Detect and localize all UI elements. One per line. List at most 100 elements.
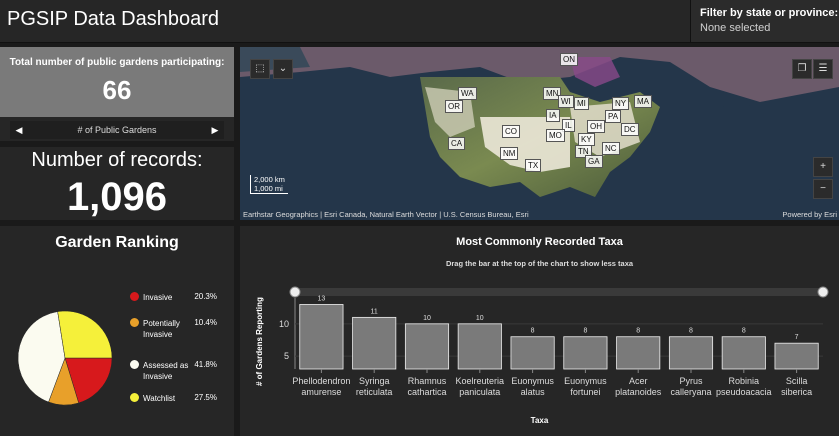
layer-list-icon[interactable]: ☰: [813, 59, 833, 79]
bar-data-label: 10: [476, 315, 484, 322]
legend-label: Potentially Invasive: [143, 319, 180, 339]
map-label-nm: NM: [500, 147, 519, 160]
x-tick-label: Euonymus: [564, 376, 607, 386]
map-label-oh: OH: [587, 120, 605, 133]
prev-arrow-icon[interactable]: ◀: [15, 125, 23, 135]
bar-data-label: 10: [423, 315, 431, 322]
bar-data-label: 7: [795, 334, 799, 341]
bar[interactable]: [774, 342, 819, 370]
bar-data-label: 13: [318, 295, 326, 302]
bar-data-label: 8: [531, 328, 535, 335]
x-tick-label: Euonymus: [511, 376, 554, 386]
bar[interactable]: [352, 316, 397, 370]
map-label-ma: MA: [634, 95, 652, 108]
legend-pct: 41.8%: [194, 360, 217, 369]
map-label-ia: IA: [546, 109, 560, 122]
map-label-tn: TN: [575, 145, 592, 158]
x-tick-label: amurense: [301, 387, 341, 397]
zoom-in-icon[interactable]: +: [813, 157, 833, 177]
bar-data-label: 11: [371, 308, 378, 315]
legend-item-invasive[interactable]: Invasive 20.3%: [130, 292, 225, 308]
map-label-mi: MI: [574, 97, 589, 110]
legend-item-potentially-invasive[interactable]: Potentially Invasive 10.4%: [130, 318, 225, 342]
next-arrow-icon[interactable]: ▶: [211, 125, 219, 135]
map-label-ga: GA: [585, 155, 603, 168]
legend-item-watchlist[interactable]: Watchlist 27.5%: [130, 393, 225, 409]
app-title: PGSIP Data Dashboard: [7, 8, 219, 30]
gardens-indicator-nav: ◀ # of Public Gardens ▶: [10, 121, 224, 139]
x-tick-label: Phellodendron: [292, 376, 350, 386]
x-axis-title: Taxa: [530, 416, 549, 425]
x-tick-label: Pyrus: [679, 376, 703, 386]
x-tick-label: reticulata: [356, 387, 393, 397]
bar[interactable]: [404, 323, 450, 370]
bar-data-label: 8: [689, 328, 693, 335]
records-indicator-label: Number of records:: [31, 149, 203, 171]
x-tick-label: siberica: [781, 387, 812, 397]
map-view[interactable]: ⬚ ⌄ ❐ ☰ + − ON WA OR CA CO NM TX MN IA W…: [240, 47, 839, 220]
range-slider-handle-right[interactable]: [817, 286, 829, 298]
bar-data-label: 8: [636, 328, 640, 335]
pie-slice-assessed-as-invasive[interactable]: [17, 311, 66, 403]
bar-data-label: 8: [583, 328, 587, 335]
map-scalebar: 2,000 km 1,000 mi: [250, 175, 288, 194]
legend-item-assessed-as-invasive[interactable]: Assessed as Invasive 41.8%: [130, 360, 225, 384]
map-label-tx: TX: [525, 159, 542, 172]
pie-slice-invasive[interactable]: [64, 357, 113, 404]
x-tick-label: cathartica: [407, 387, 446, 397]
map-basemap[interactable]: [240, 47, 839, 220]
x-tick-label: Rhamnus: [408, 376, 447, 386]
map-label-wi: WI: [558, 95, 574, 108]
gardens-indicator-label: Total number of public gardens participa…: [9, 57, 225, 68]
bar[interactable]: [563, 336, 608, 370]
map-label-dc: DC: [621, 123, 639, 136]
y-tick-label: 5: [284, 351, 289, 361]
map-label-il: IL: [562, 119, 575, 132]
legend-pct: 10.4%: [194, 318, 217, 327]
y-tick-label: 10: [279, 319, 289, 329]
zoom-out-icon[interactable]: −: [813, 179, 833, 199]
x-tick-label: alatus: [521, 387, 546, 397]
scale-mi: 1,000 mi: [254, 184, 283, 193]
map-label-or: OR: [445, 100, 463, 113]
chevron-down-icon[interactable]: ⌄: [273, 59, 293, 79]
bar[interactable]: [616, 336, 661, 370]
legend-pct: 20.3%: [194, 292, 217, 301]
x-tick-label: platanoides: [615, 387, 662, 397]
select-tool-icon[interactable]: ⬚: [250, 59, 270, 79]
legend-dot-invasive: [130, 292, 139, 301]
map-label-wa: WA: [458, 87, 477, 100]
app-header: PGSIP Data Dashboard Filter by state or …: [0, 0, 839, 43]
bar[interactable]: [457, 323, 502, 370]
filter-label: Filter by state or province:: [700, 7, 839, 19]
gardens-indicator: Total number of public gardens participa…: [0, 47, 234, 141]
bar[interactable]: [721, 336, 766, 370]
map-label-ca: CA: [448, 137, 466, 150]
gardens-indicator-value: 66: [102, 75, 132, 105]
bar[interactable]: [510, 336, 555, 370]
taxa-chart-title: Most Commonly Recorded Taxa: [456, 236, 623, 248]
powered-by-esri[interactable]: Powered by Esri: [782, 210, 837, 219]
map-attribution[interactable]: Earthstar Geographics | Esri Canada, Nat…: [243, 210, 529, 219]
x-tick-label: Acer: [629, 376, 648, 386]
map-label-ny: NY: [612, 97, 630, 110]
map-label-pa: PA: [605, 110, 622, 123]
legend-dot-assessed: [130, 360, 139, 369]
bookmark-icon[interactable]: ❐: [792, 59, 812, 79]
range-slider-track[interactable]: [295, 288, 823, 296]
bar[interactable]: [299, 304, 344, 370]
bar[interactable]: [668, 336, 714, 370]
pie-slice-watchlist[interactable]: [57, 310, 113, 359]
legend-label: Invasive: [143, 293, 173, 302]
x-tick-label: Koelreuteria: [456, 376, 505, 386]
ranking-pie-chart[interactable]: [5, 298, 125, 418]
filter-value[interactable]: None selected: [700, 22, 771, 34]
garden-ranking-title: Garden Ranking: [55, 234, 179, 251]
x-tick-label: Scilla: [786, 376, 808, 386]
map-label-mn: MN: [543, 87, 562, 100]
records-indicator-value: 1,096: [66, 175, 168, 219]
map-label-on: ON: [560, 53, 578, 66]
state-filter[interactable]: Filter by state or province: None select…: [690, 0, 839, 42]
range-slider-handle-left[interactable]: [289, 286, 301, 298]
